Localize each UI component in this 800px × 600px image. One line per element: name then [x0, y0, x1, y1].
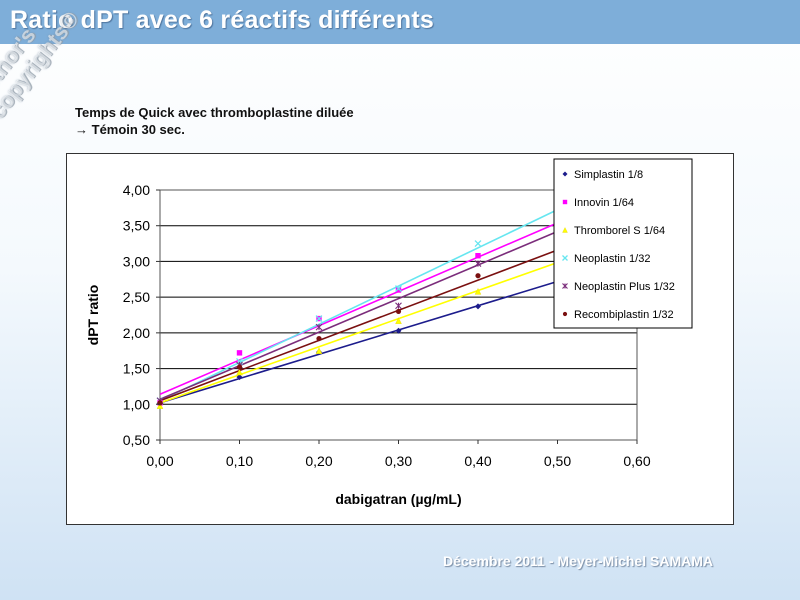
data-point — [562, 311, 568, 317]
data-point — [236, 374, 243, 381]
data-point — [395, 285, 402, 293]
legend-item: Neoplastin Plus 1/32 — [562, 281, 675, 293]
data-point — [236, 350, 243, 356]
data-point — [562, 227, 568, 233]
data-point — [475, 253, 481, 259]
x-tick-label: 0,10 — [226, 453, 253, 469]
x-tick-label: 0,60 — [623, 453, 650, 469]
legend-label: Innovin 1/64 — [574, 197, 634, 209]
x-tick-label: 0,50 — [544, 453, 571, 469]
y-tick-label: 1,50 — [123, 361, 150, 377]
legend-box — [553, 158, 693, 329]
subtitle-line2: → Témoin 30 sec. — [75, 121, 354, 138]
data-point — [156, 402, 164, 409]
x-tick-label: 0,30 — [385, 453, 412, 469]
data-point — [236, 368, 243, 376]
legend-label: Thromborel S 1/64 — [574, 225, 665, 237]
x-tick-label: 0,40 — [464, 453, 491, 469]
data-point — [475, 273, 481, 279]
title-bar: Ratio dPT avec 6 réactifs différents — [0, 0, 800, 44]
legend-label: Neoplastin 1/32 — [574, 253, 650, 265]
data-point — [315, 323, 323, 331]
x-tick-labels: 0,00 0,10 0,20 0,30 0,40 0,50 0,60 — [146, 440, 651, 469]
legend-label: Simplastin 1/8 — [574, 169, 643, 181]
legend-label: Recombiplastin 1/32 — [574, 309, 674, 321]
data-point — [475, 303, 481, 310]
data-point — [562, 199, 568, 205]
legend-item: Innovin 1/64 — [562, 197, 634, 209]
legend-label: Neoplastin Plus 1/32 — [574, 281, 675, 293]
legend-item: Neoplastin 1/32 — [562, 253, 650, 265]
data-points — [156, 240, 482, 409]
legend-item: Simplastin 1/8 — [562, 169, 643, 181]
x-tick-label: 0,20 — [305, 453, 332, 469]
data-point — [315, 315, 323, 323]
data-point — [474, 288, 482, 295]
subtitle-line1: Temps de Quick avec thromboplastine dilu… — [75, 105, 354, 120]
data-point — [236, 364, 243, 370]
data-point — [562, 283, 568, 289]
data-point — [474, 240, 482, 248]
legend-item: Recombiplastin 1/32 — [562, 309, 674, 321]
footer-credit: Décembre 2011 - Meyer-Michel SAMAMA — [443, 553, 713, 569]
data-point — [316, 335, 322, 342]
y-tick-label: 2,50 — [123, 289, 150, 305]
slide-title: Ratio dPT avec 6 réactifs différents — [10, 6, 435, 34]
y-tick-label: 4,00 — [123, 182, 150, 198]
data-point — [474, 260, 482, 267]
data-point — [562, 255, 568, 261]
legend-item: Thromborel S 1/64 — [562, 225, 665, 237]
data-point — [562, 171, 568, 177]
subtitle-line2-text: Témoin 30 sec. — [91, 122, 185, 137]
data-point — [395, 317, 402, 324]
copyright-watermark: Author's copyrights© — [0, 0, 160, 168]
y-axis-label: dPT ratio — [85, 285, 101, 346]
y-tick-labels: 0,50 1,00 1,50 2,00 2,50 3,00 3,50 4,00 — [123, 182, 160, 448]
data-point — [395, 287, 402, 293]
x-tick-label: 0,00 — [146, 453, 173, 469]
y-tick-label: 0,50 — [123, 432, 150, 448]
y-tick-label: 3,00 — [123, 253, 150, 269]
chart-area: 0,50 1,00 1,50 2,00 2,50 3,00 3,50 4,00 0,00 0,1… — [66, 153, 734, 525]
x-axis-label: dabigatran (µg/mL) — [335, 491, 461, 507]
chart-subtitle: Temps de Quick avec thromboplastine dilu… — [75, 104, 354, 138]
data-point — [395, 327, 402, 334]
data-point — [395, 302, 402, 310]
y-tick-label: 1,00 — [123, 396, 150, 412]
data-point — [395, 308, 402, 315]
legend: Simplastin 1/8 Innovin 1/64 Thromborel S 1… — [553, 158, 693, 329]
right-arrow-icon: → — [75, 122, 88, 137]
y-tick-label: 3,50 — [123, 218, 150, 234]
y-tick-label: 2,00 — [123, 325, 150, 341]
data-point — [315, 347, 323, 354]
